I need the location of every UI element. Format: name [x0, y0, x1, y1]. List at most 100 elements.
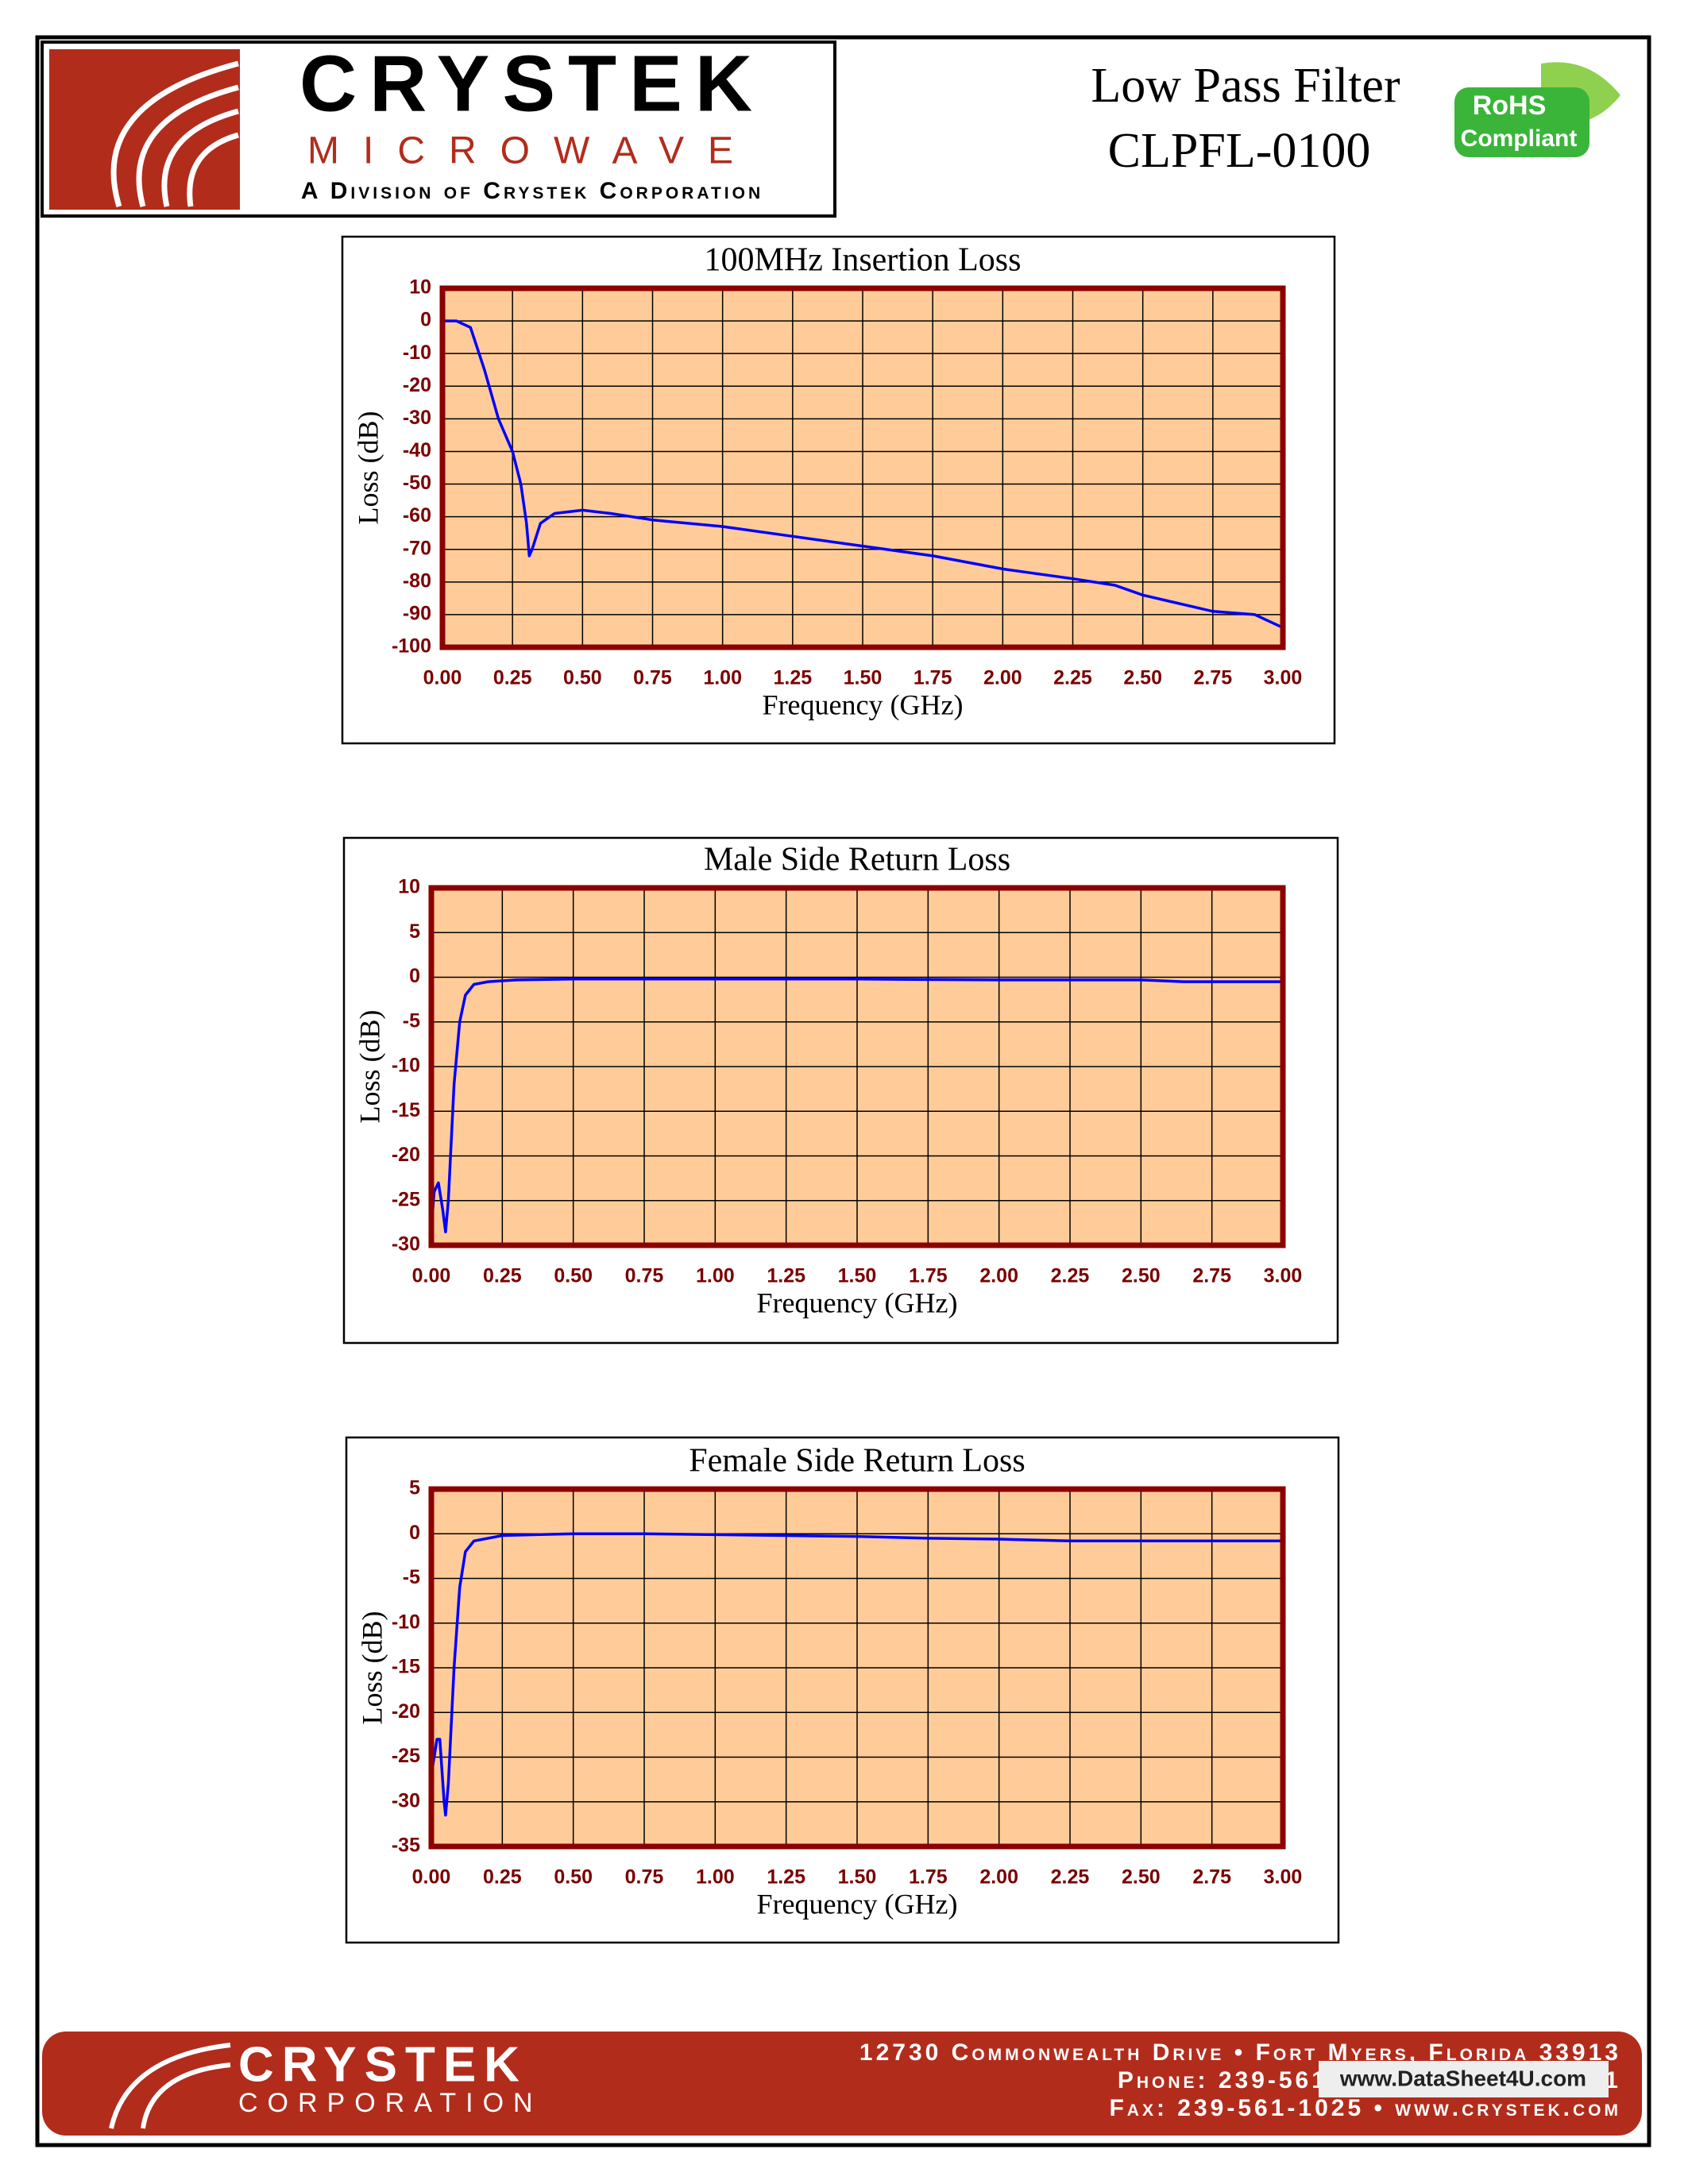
footer-band — [42, 2032, 1642, 2136]
footer-logo-name: CRYSTEK — [238, 2037, 527, 2092]
y-axis-label: Loss (dB) — [356, 1611, 388, 1725]
x-tick-label: 2.50 — [1122, 1866, 1161, 1889]
y-tick-label: -60 — [403, 504, 431, 527]
x-tick-label: 0.75 — [625, 1265, 664, 1287]
x-tick-label: 1.00 — [703, 667, 742, 689]
x-tick-label: 2.75 — [1192, 1866, 1231, 1889]
x-tick-label: 0.75 — [633, 667, 672, 689]
y-tick-label: -10 — [392, 1055, 420, 1077]
y-tick-label: 0 — [409, 965, 420, 987]
footer-fax: Fax: 239-561-1025 • www.crystek.com — [1109, 2095, 1621, 2121]
y-tick-label: 0 — [409, 1522, 420, 1544]
logo-name: CRYSTEK — [299, 39, 765, 128]
footer-logo-sub: CORPORATION — [238, 2088, 543, 2118]
y-tick-label: -30 — [392, 1233, 420, 1256]
badge-bg — [1454, 87, 1590, 157]
footer-swoosh — [109, 2043, 231, 2129]
x-tick-label: 2.25 — [1053, 667, 1092, 689]
x-tick-label: 2.75 — [1193, 667, 1232, 689]
chart-title: Male Side Return Loss — [704, 842, 1010, 878]
y-tick-label: -30 — [403, 407, 431, 429]
doc-title: Low Pass Filter — [1091, 59, 1400, 113]
x-axis-label: Frequency (GHz) — [757, 1888, 958, 1920]
x-tick-label: 2.00 — [979, 1265, 1018, 1287]
data-line — [430, 978, 1283, 1233]
badge-bottom: Compliant — [1461, 125, 1578, 152]
x-tick-label: 2.25 — [1051, 1866, 1090, 1889]
y-axis-label: Loss (dB) — [353, 1010, 385, 1124]
y-tick-label: -25 — [392, 1745, 420, 1767]
y-tick-label: -70 — [403, 537, 431, 559]
y-tick-label: 10 — [398, 876, 420, 898]
x-tick-label: 0.25 — [483, 1265, 522, 1287]
y-tick-label: -5 — [403, 1009, 420, 1032]
plot-border — [428, 885, 1286, 1248]
chart: -35 -30 -25 -20 -15 -10 -5 0 5 0.00 0.25 0.50 0.75 1.… — [345, 1436, 1340, 1944]
x-tick-label: 0.00 — [412, 1866, 451, 1889]
y-tick-label: -20 — [392, 1144, 420, 1166]
logo-tagline: A Division of Crystek Corporation — [301, 178, 763, 204]
x-tick-label: 3.00 — [1264, 1866, 1303, 1889]
x-tick-label: 1.25 — [767, 1866, 805, 1889]
x-tick-label: 1.75 — [909, 1866, 948, 1889]
plot-border — [428, 1486, 1286, 1850]
x-tick-label: 1.75 — [914, 667, 952, 689]
x-tick-label: 2.00 — [979, 1866, 1018, 1889]
y-tick-label: 10 — [409, 276, 431, 299]
page-border — [35, 35, 1651, 2147]
x-tick-label: 1.50 — [838, 1265, 877, 1287]
rohs-badge: RoHS Compliant — [1454, 62, 1620, 157]
badge-top: RoHS — [1473, 91, 1547, 121]
y-tick-label: 0 — [420, 309, 431, 331]
chart: -30 -25 -20 -15 -10 -5 0 5 10 0.00 0.25 0.50 0.75 1.0… — [342, 836, 1339, 1345]
x-tick-label: 1.00 — [696, 1265, 735, 1287]
x-tick-label: 1.50 — [844, 667, 883, 689]
x-tick-label: 0.50 — [554, 1265, 593, 1287]
x-tick-label: 3.00 — [1264, 1265, 1303, 1287]
x-tick-label: 0.50 — [563, 667, 602, 689]
x-tick-label: 0.00 — [423, 667, 462, 689]
logo-swoosh — [110, 60, 239, 208]
y-tick-label: -100 — [392, 635, 431, 658]
x-tick-label: 1.75 — [909, 1265, 948, 1287]
y-tick-label: -15 — [392, 1099, 420, 1121]
x-tick-label: 1.00 — [696, 1866, 735, 1889]
x-tick-label: 2.50 — [1123, 667, 1162, 689]
x-tick-label: 0.25 — [483, 1866, 522, 1889]
y-tick-label: -10 — [403, 341, 431, 364]
y-tick-label: 5 — [409, 920, 420, 943]
chart-title: 100MHz Insertion Loss — [705, 242, 1022, 279]
x-tick-label: 0.00 — [412, 1265, 451, 1287]
y-tick-label: -5 — [403, 1566, 420, 1588]
x-tick-label: 3.00 — [1264, 667, 1303, 689]
watermark: www.DataSheet4U.com — [1339, 2066, 1586, 2090]
y-tick-label: -20 — [403, 374, 431, 396]
watermark-bg — [1319, 2061, 1609, 2097]
part-number: CLPFL-0100 — [1108, 124, 1371, 178]
y-tick-label: -25 — [392, 1188, 420, 1210]
y-tick-label: -40 — [403, 439, 431, 461]
y-tick-label: -30 — [392, 1789, 420, 1812]
x-axis-label: Frequency (GHz) — [763, 689, 964, 720]
x-tick-label: 0.25 — [493, 667, 532, 689]
y-tick-label: 5 — [409, 1477, 420, 1499]
x-tick-label: 1.25 — [773, 667, 812, 689]
x-tick-label: 2.50 — [1122, 1265, 1161, 1287]
data-line — [442, 319, 1284, 629]
chart-title: Female Side Return Loss — [689, 1443, 1025, 1480]
y-tick-label: -90 — [403, 603, 431, 625]
y-tick-label: -15 — [392, 1656, 420, 1678]
y-tick-label: -20 — [392, 1700, 420, 1723]
y-tick-label: -35 — [392, 1835, 420, 1857]
logo-swoosh-bg — [49, 49, 240, 210]
y-tick-label: -50 — [403, 472, 431, 494]
x-tick-label: 2.00 — [983, 667, 1022, 689]
footer: CRYSTEK CORPORATION 12730 Commonwealth D… — [42, 2032, 1642, 2136]
x-tick-label: 1.25 — [767, 1265, 805, 1287]
x-tick-label: 0.75 — [625, 1866, 664, 1889]
x-tick-label: 2.75 — [1192, 1265, 1231, 1287]
logo-sub: MICROWAVE — [307, 130, 757, 172]
